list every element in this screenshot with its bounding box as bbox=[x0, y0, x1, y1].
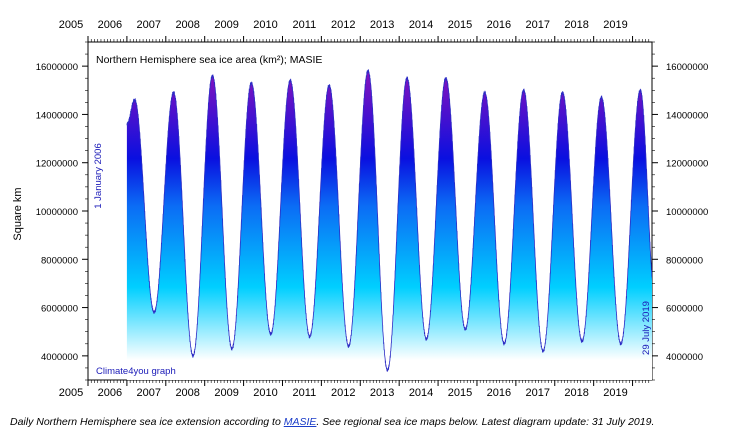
caption-text-before: Daily Northern Hemisphere sea ice extens… bbox=[10, 416, 284, 428]
y-tick-label-left: 4000000 bbox=[41, 352, 78, 363]
start-date-label: 1 January 2006 bbox=[93, 143, 104, 209]
x-tick-label-top: 2011 bbox=[293, 19, 317, 31]
x-tick-label-bottom: 2015 bbox=[448, 387, 472, 399]
y-tick-label-right: 6000000 bbox=[666, 304, 703, 315]
x-tick-label-bottom: 2005 bbox=[59, 387, 83, 399]
x-tick-label-top: 2010 bbox=[253, 19, 277, 31]
x-tick-label-top: 2018 bbox=[564, 19, 588, 31]
x-tick-label-bottom: 2019 bbox=[603, 387, 627, 399]
x-tick-label-top: 2005 bbox=[59, 19, 83, 31]
x-tick-label-bottom: 2009 bbox=[214, 387, 238, 399]
x-tick-label-top: 2008 bbox=[175, 19, 199, 31]
x-tick-label-bottom: 2014 bbox=[409, 387, 433, 399]
y-tick-label-left: 12000000 bbox=[36, 159, 78, 170]
x-tick-label-top: 2012 bbox=[331, 19, 355, 31]
x-tick-label-top: 2007 bbox=[137, 19, 161, 31]
sea-ice-area-fill bbox=[126, 69, 652, 380]
x-tick-label-bottom: 2013 bbox=[370, 387, 394, 399]
x-tick-label-bottom: 2012 bbox=[331, 387, 355, 399]
x-tick-label-bottom: 2006 bbox=[98, 387, 122, 399]
masie-link[interactable]: MASIE bbox=[283, 416, 317, 428]
y-tick-label-left: 16000000 bbox=[36, 62, 78, 73]
x-tick-label-bottom: 2018 bbox=[564, 387, 588, 399]
x-tick-label-top: 2009 bbox=[214, 19, 238, 31]
y-tick-label-left: 8000000 bbox=[41, 255, 78, 266]
y-tick-label-right: 12000000 bbox=[666, 159, 708, 170]
x-tick-label-bottom: 2008 bbox=[175, 387, 199, 399]
y-tick-label-left: 10000000 bbox=[36, 207, 78, 218]
x-tick-label-bottom: 2010 bbox=[253, 387, 277, 399]
x-tick-label-top: 2013 bbox=[370, 19, 394, 31]
y-tick-label-right: 16000000 bbox=[666, 62, 708, 73]
x-tick-label-top: 2014 bbox=[409, 19, 433, 31]
end-date-label: 29 July 2019 bbox=[641, 301, 652, 355]
y-tick-label-left: 6000000 bbox=[41, 304, 78, 315]
x-tick-label-bottom: 2016 bbox=[487, 387, 511, 399]
x-tick-label-top: 2006 bbox=[98, 19, 122, 31]
credit-label: Climate4you graph bbox=[96, 366, 176, 377]
x-tick-label-bottom: 2007 bbox=[137, 387, 161, 399]
caption-text-after: . See regional sea ice maps below. Lates… bbox=[316, 416, 655, 428]
sea-ice-area-line bbox=[126, 69, 652, 372]
y-tick-label-right: 4000000 bbox=[666, 352, 703, 363]
x-tick-label-bottom: 2011 bbox=[293, 387, 317, 399]
x-tick-label-top: 2019 bbox=[603, 19, 627, 31]
y-axis-label: Square km bbox=[12, 187, 24, 240]
caption: Daily Northern Hemisphere sea ice extens… bbox=[10, 416, 654, 428]
chart-title: Northern Hemisphere sea ice area (km²); … bbox=[96, 54, 322, 66]
y-tick-label-right: 8000000 bbox=[666, 255, 703, 266]
sea-ice-chart: 2005 2005 2006 2006 2007 2007 2008 2008 2009 2009… bbox=[12, 19, 708, 399]
x-tick-label-top: 2016 bbox=[487, 19, 511, 31]
y-tick-label-right: 14000000 bbox=[666, 110, 708, 121]
x-tick-label-top: 2015 bbox=[448, 19, 472, 31]
y-tick-label-left: 14000000 bbox=[36, 110, 78, 121]
x-tick-label-bottom: 2017 bbox=[526, 387, 550, 399]
x-tick-label-top: 2017 bbox=[526, 19, 550, 31]
y-tick-label-right: 10000000 bbox=[666, 207, 708, 218]
